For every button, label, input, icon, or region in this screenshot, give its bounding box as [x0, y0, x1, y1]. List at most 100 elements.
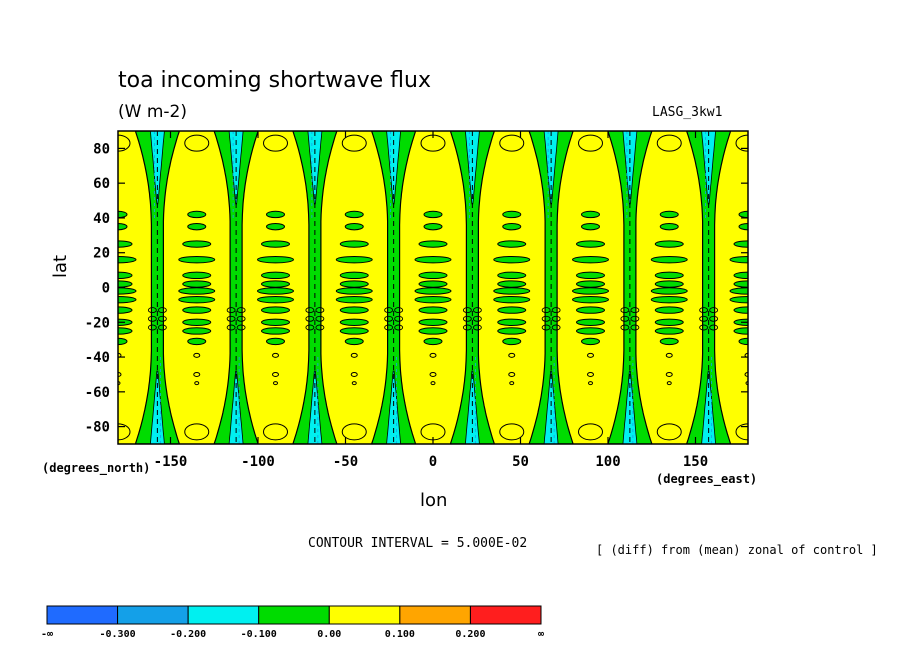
- green-band: [118, 306, 133, 314]
- small-contour: [630, 307, 640, 314]
- small-contour: [272, 371, 279, 377]
- small-contour: [709, 324, 719, 331]
- small-contour: [587, 371, 594, 377]
- small-contour: [709, 315, 719, 322]
- chart-title: toa incoming shortwave flux: [118, 68, 431, 93]
- small-contour: [272, 352, 279, 358]
- cyan-core-south: [228, 370, 244, 444]
- green-band: [182, 327, 212, 335]
- green-band: [257, 287, 294, 295]
- green-band: [738, 222, 748, 231]
- small-contour: [315, 324, 325, 331]
- green-band: [261, 271, 290, 280]
- small-contour: [384, 315, 394, 322]
- small-contour: [193, 371, 201, 377]
- small-contour: [709, 307, 719, 314]
- small-contour: [699, 307, 709, 314]
- green-band: [266, 210, 285, 219]
- green-band: [118, 337, 128, 346]
- small-contour: [665, 371, 673, 377]
- green-band: [182, 318, 212, 326]
- contour-field: [118, 131, 748, 444]
- green-band: [178, 255, 216, 264]
- small-contour: [147, 307, 157, 314]
- green-band: [497, 327, 527, 335]
- small-contour: [315, 315, 325, 322]
- polar-contour: [184, 134, 210, 152]
- green-band: [178, 287, 216, 295]
- y-axis-label: lat: [50, 254, 71, 278]
- experiment-label: LASG_3kw1: [652, 105, 723, 120]
- description-text: [ (diff) from (mean) zonal of control ]: [596, 543, 878, 557]
- small-contour: [462, 324, 472, 331]
- green-band: [118, 222, 128, 231]
- small-contour: [236, 315, 246, 322]
- green-band: [118, 240, 133, 248]
- green-band: [581, 337, 600, 346]
- x-tick-label: 50: [512, 454, 529, 470]
- green-band: [118, 210, 128, 219]
- green-band: [261, 280, 290, 288]
- green-band: [733, 280, 748, 288]
- green-band: [339, 318, 369, 326]
- small-contour: [509, 381, 515, 386]
- small-contour: [226, 324, 236, 331]
- x-tick-label: 100: [595, 454, 620, 470]
- small-contour: [430, 381, 436, 386]
- small-contour: [551, 307, 561, 314]
- polar-contour: [263, 423, 288, 441]
- colorbar-swatch: [46, 605, 119, 625]
- green-band: [572, 255, 609, 264]
- green-band: [738, 210, 748, 219]
- small-contour: [665, 352, 673, 358]
- small-contour: [541, 307, 551, 314]
- small-contour: [350, 352, 358, 358]
- green-band: [576, 318, 605, 326]
- green-band: [576, 240, 605, 248]
- colorbar-swatch: [469, 605, 542, 625]
- green-band: [339, 240, 369, 248]
- y-tick-label: -20: [85, 315, 110, 331]
- green-band: [733, 306, 748, 314]
- green-band: [502, 337, 522, 346]
- polar-contour: [656, 423, 682, 441]
- small-contour: [699, 324, 709, 331]
- green-band: [118, 255, 137, 264]
- small-contour: [508, 371, 516, 377]
- cyan-core-south: [307, 370, 323, 444]
- small-contour: [236, 307, 246, 314]
- green-band: [738, 337, 748, 346]
- polar-contour: [341, 134, 367, 152]
- green-band: [187, 337, 207, 346]
- green-band: [257, 255, 294, 264]
- green-band: [118, 271, 133, 280]
- polar-contour: [184, 423, 210, 441]
- small-contour: [587, 352, 594, 358]
- green-band: [418, 318, 448, 326]
- y-tick-label: 60: [93, 176, 110, 192]
- cyan-core-south: [701, 370, 717, 444]
- small-contour: [541, 315, 551, 322]
- small-contour: [745, 381, 748, 386]
- small-contour: [551, 315, 561, 322]
- polar-contour: [499, 134, 525, 152]
- green-band: [497, 318, 527, 326]
- green-band: [581, 210, 600, 219]
- x-tick-label: -50: [333, 454, 358, 470]
- green-band: [572, 287, 609, 295]
- small-contour: [620, 315, 630, 322]
- x-axis-label: lon: [420, 490, 448, 511]
- colorbar-label: 0.200: [455, 629, 485, 640]
- small-contour: [462, 315, 472, 322]
- small-contour: [315, 307, 325, 314]
- small-contour: [666, 381, 672, 386]
- small-contour: [118, 371, 122, 377]
- polar-contour: [578, 423, 603, 441]
- y-tick-label: -80: [85, 420, 110, 436]
- green-band: [572, 295, 609, 304]
- green-band: [335, 255, 373, 264]
- green-band: [187, 210, 207, 219]
- green-band: [182, 271, 212, 280]
- polar-contour: [578, 134, 603, 152]
- green-band: [497, 306, 527, 314]
